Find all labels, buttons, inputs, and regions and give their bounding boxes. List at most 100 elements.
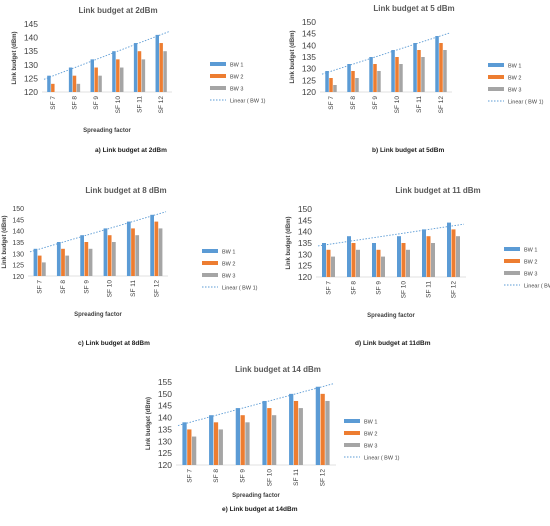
bar-bw1	[33, 248, 38, 276]
y-tick-label: 130	[302, 64, 316, 74]
x-tick-label: SF 11	[137, 96, 144, 113]
x-tick-label: SF 9	[83, 280, 90, 294]
bar-bw2	[373, 64, 377, 92]
legend-label: Linear ( BW 1)	[364, 456, 400, 462]
x-axis-title: Spreading factor	[232, 493, 280, 499]
caption-d: d) Link budget at 11dBm	[355, 340, 431, 347]
bar-bw3	[443, 50, 447, 92]
legend-label: BW 1	[508, 64, 521, 70]
y-tick-label: 135	[12, 240, 24, 247]
y-tick-label: 130	[298, 249, 312, 259]
legend-swatch	[488, 75, 504, 79]
y-tick-label: 145	[298, 215, 312, 225]
x-tick-label: SF 7	[50, 96, 57, 110]
bar-bw2	[51, 83, 55, 92]
bar-bw2	[376, 249, 381, 277]
legend-swatch	[210, 86, 226, 90]
bar-bw3	[120, 67, 124, 92]
legend-label: Linear ( BW 1)	[230, 99, 266, 105]
legend-swatch	[504, 247, 520, 251]
bar-bw1	[47, 75, 51, 92]
caption-e: e) Link budget at 14dBm	[222, 506, 298, 513]
bar-bw2	[131, 228, 135, 276]
x-tick-label: SF 8	[60, 280, 67, 294]
chart-panel-e: Link budget at 14 dBm 120 125 130 135 140 145 1…	[118, 362, 418, 499]
bar-bw3	[333, 85, 337, 92]
y-tick-label: 120	[24, 87, 38, 97]
caption-c: c) Link budget at 8dBm	[78, 340, 150, 347]
bar-bw2	[240, 415, 245, 465]
legend-label: Linear ( BW 1)	[222, 286, 258, 292]
bar-bw3	[245, 422, 250, 465]
bar-bw3	[356, 249, 360, 277]
y-tick-label: 125	[24, 73, 38, 83]
x-tick-label: SF 11	[293, 469, 300, 486]
bar-bw1	[56, 242, 61, 276]
bar-bw2	[94, 67, 98, 92]
y-tick-label: 125	[158, 448, 172, 458]
legend-label: BW 3	[230, 87, 243, 93]
chart-panel-c: Link budget at 8 dBm 120 125 130 135 140 145 15…	[0, 180, 272, 340]
bar-bw2	[72, 75, 77, 92]
bar-bw3	[98, 75, 102, 92]
x-tick-label: SF 12	[153, 280, 160, 298]
y-axis-title: Link budget (dBm)	[2, 216, 8, 269]
x-tick-label: SF 12	[158, 96, 165, 114]
legend-swatch	[488, 87, 504, 91]
bar-bw1	[391, 50, 395, 92]
bar-bw2	[37, 255, 42, 276]
bar-bw3	[456, 236, 460, 277]
legend-label: Linear ( BW 1)	[508, 100, 544, 106]
bar-bw3	[431, 243, 435, 277]
legend-label: BW 1	[222, 250, 235, 256]
bar-bw3	[88, 248, 93, 276]
legend-label: BW 2	[230, 75, 243, 81]
bar-bw1	[289, 393, 294, 465]
trendline	[177, 383, 335, 426]
bar-bw2	[439, 43, 443, 92]
bar-bw1	[155, 34, 159, 92]
bar-bw1	[413, 43, 417, 92]
trendline	[29, 211, 167, 253]
bar-bw2	[154, 221, 159, 276]
caption-a: a) Link budget at 2dBm	[95, 147, 167, 154]
y-tick-label: 130	[12, 251, 24, 258]
bar-bw3	[298, 408, 303, 465]
bar-bw2	[61, 248, 65, 276]
bar-bw2	[351, 71, 355, 92]
legend-label: BW 2	[364, 432, 377, 438]
bar-bw2	[213, 422, 219, 465]
bar-bw3	[272, 415, 277, 465]
bar-bw1	[422, 229, 426, 277]
bar-bw1	[182, 422, 187, 465]
x-tick-label: SF 7	[328, 96, 335, 110]
y-tick-label: 145	[24, 19, 38, 29]
x-tick-label: SF 9	[376, 281, 383, 295]
chart-panel-a: Link budget at 2dBm 120 125 130 135 140 145 Lin…	[0, 0, 272, 150]
y-tick-label: 140	[302, 40, 316, 50]
y-tick-label: 125	[12, 263, 24, 270]
bar-bw1	[435, 36, 439, 92]
y-axis-title: Link budget (dBm)	[286, 217, 292, 270]
chart-panel-d: Link budget at 11 dBm 120 125 130 135 140 145 1…	[278, 180, 550, 340]
y-tick-label: 150	[158, 389, 172, 399]
legend-label: BW 1	[230, 63, 243, 69]
y-tick-label: 140	[158, 413, 172, 423]
bar-bw3	[381, 256, 385, 277]
y-tick-label: 125	[302, 75, 316, 85]
x-tick-label: SF 11	[130, 280, 137, 297]
chart-svg: Link budget at 2dBm 120 125 130 135 140 145 Lin…	[12, 6, 266, 134]
x-tick-label: SF 10	[107, 280, 114, 298]
legend-swatch	[488, 63, 504, 67]
x-tick-label: SF 9	[372, 96, 379, 110]
legend-label: BW 1	[364, 420, 377, 426]
legend-label: BW 3	[222, 274, 235, 280]
bar-bw3	[112, 242, 116, 276]
legend-label: BW 3	[364, 444, 377, 450]
x-tick-label: SF 8	[72, 96, 79, 110]
legend-swatch	[210, 74, 226, 78]
bar-bw3	[331, 256, 335, 277]
bar-bw1	[126, 221, 131, 276]
chart-title: Link budget at 5 dBm	[373, 4, 454, 13]
